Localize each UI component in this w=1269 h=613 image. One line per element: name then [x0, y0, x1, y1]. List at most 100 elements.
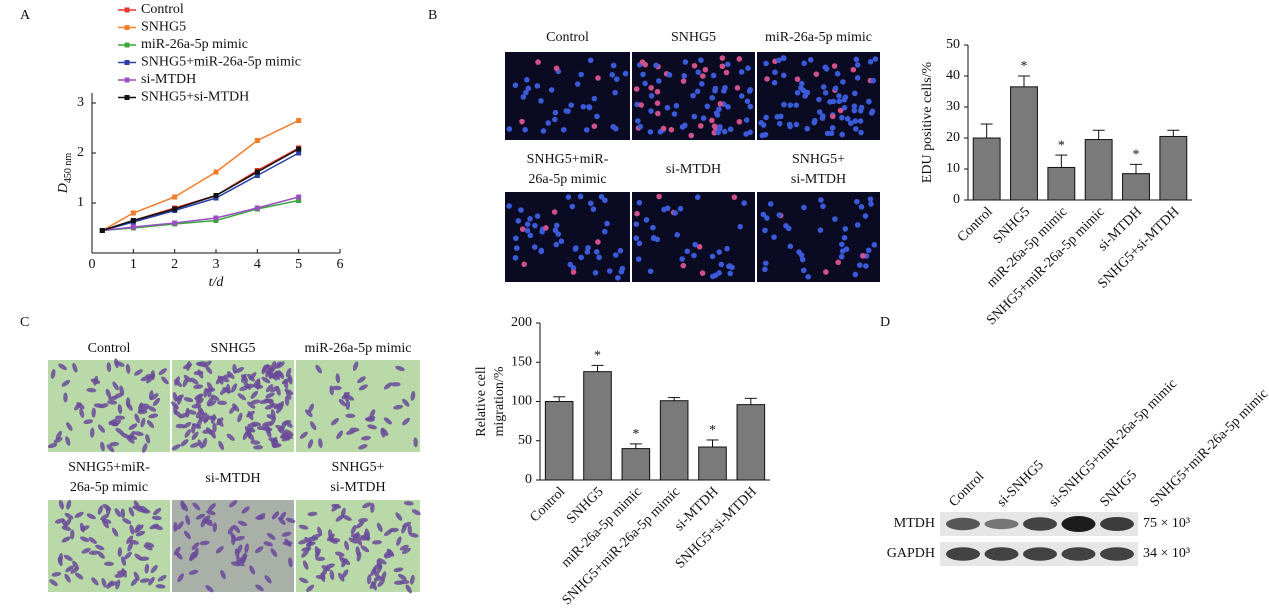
cell [204, 519, 214, 527]
cell [173, 404, 178, 415]
cell [673, 102, 680, 109]
cell [834, 70, 841, 77]
cell [270, 548, 278, 557]
cell [700, 73, 706, 79]
cell [65, 436, 71, 446]
cell [86, 387, 97, 393]
cell [741, 200, 747, 206]
cell [255, 584, 264, 592]
x-tick-label: 4 [254, 257, 261, 272]
cell [553, 65, 560, 72]
cell [398, 573, 407, 581]
cell [173, 521, 178, 532]
cell [531, 244, 538, 250]
row-label: MTDH [894, 516, 935, 531]
cell [143, 544, 153, 551]
cell [376, 522, 383, 532]
cell [413, 437, 418, 448]
legend-label: SNHG5 [141, 20, 186, 35]
cell [281, 435, 292, 442]
legend-marker [124, 25, 130, 30]
cell [853, 126, 859, 132]
cell [727, 270, 734, 277]
cell [205, 585, 214, 593]
cell [548, 87, 555, 93]
cell [858, 129, 864, 136]
cell [714, 112, 721, 118]
cell [793, 102, 799, 108]
cell [180, 439, 189, 447]
cell [801, 60, 808, 67]
legend-label: si-MTDH [141, 72, 196, 87]
cell [345, 413, 356, 418]
cell [731, 194, 738, 200]
cell [306, 540, 312, 551]
cell [655, 110, 661, 117]
point [99, 228, 105, 233]
cell [216, 417, 224, 426]
image-label: 26a-5p mimic [528, 172, 606, 187]
cell [604, 220, 610, 227]
cell [278, 516, 286, 525]
cell [202, 437, 208, 448]
cell [150, 564, 158, 574]
legend-label: SNHG5+si-MTDH [141, 90, 249, 105]
x-tick-label: 6 [337, 257, 344, 272]
cell [633, 86, 640, 92]
cell [586, 104, 593, 111]
cell [839, 248, 846, 254]
cell [148, 576, 155, 586]
cell [822, 89, 829, 96]
cell [407, 524, 412, 535]
cell [835, 259, 842, 266]
cell [692, 241, 698, 248]
cell [341, 569, 349, 579]
legend-marker [124, 95, 130, 100]
cell [402, 398, 410, 407]
cell [230, 532, 237, 542]
cell [591, 95, 598, 102]
cell [137, 409, 148, 415]
cell [250, 399, 261, 405]
cell [246, 426, 256, 433]
cell [794, 76, 801, 82]
x-tick-label: 3 [213, 257, 220, 272]
point [296, 198, 302, 203]
cell [236, 544, 243, 554]
y-tick-label: 40 [946, 68, 960, 83]
cell [235, 535, 245, 541]
cell [115, 361, 125, 367]
cell [51, 571, 62, 577]
cell [682, 122, 688, 129]
cell [360, 435, 371, 441]
cell [514, 245, 520, 251]
cell [613, 76, 620, 82]
cell [858, 204, 865, 210]
series-line [102, 196, 299, 232]
cell [105, 505, 111, 516]
cell [80, 536, 90, 543]
cell [820, 84, 827, 90]
cell [383, 549, 392, 558]
cell [800, 87, 807, 94]
y-axis-label: EDU positive cells/% [920, 62, 935, 184]
cell [710, 273, 716, 280]
cell [79, 522, 85, 533]
cell [829, 125, 836, 131]
cell [144, 542, 155, 548]
blot-band [1023, 547, 1057, 561]
cell [760, 122, 767, 128]
micrograph [632, 52, 755, 140]
cell [264, 575, 272, 584]
cell [193, 384, 204, 389]
cell [552, 109, 559, 116]
cell [241, 506, 250, 514]
cell [63, 392, 68, 403]
significance-marker: * [632, 427, 639, 442]
cell [725, 61, 731, 68]
cell [146, 420, 155, 429]
cell [103, 561, 114, 567]
cell [193, 370, 204, 376]
cell [148, 413, 159, 419]
cell [205, 387, 216, 393]
